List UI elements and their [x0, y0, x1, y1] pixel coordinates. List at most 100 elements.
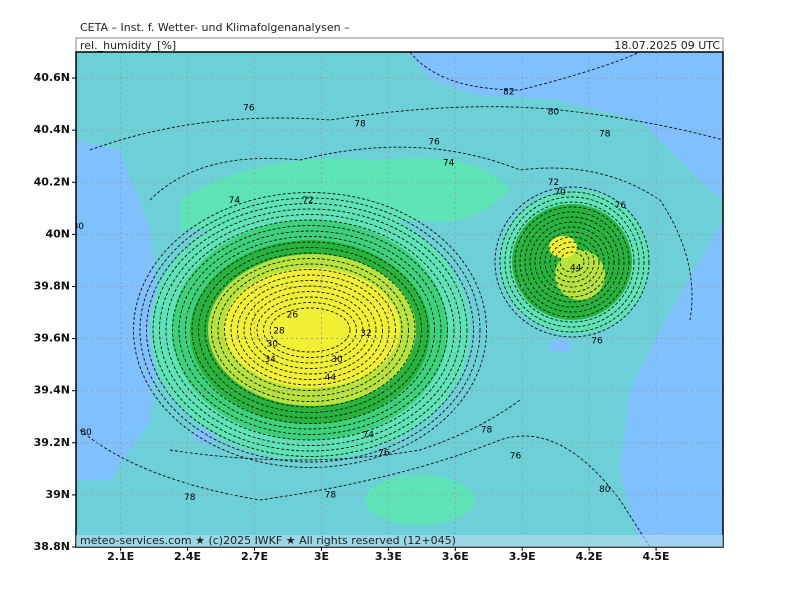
contour-line	[519, 211, 625, 313]
field-name: rel._humidity_[%]	[80, 39, 176, 52]
contour-label: 80	[599, 485, 611, 495]
contour-line	[152, 208, 468, 452]
contour-line	[185, 236, 435, 424]
contour-line	[499, 191, 645, 333]
contour-line	[224, 269, 396, 391]
contour-label: 78	[184, 493, 196, 503]
contour-line	[504, 196, 640, 328]
contour-line	[191, 241, 429, 419]
contour-line	[529, 221, 615, 303]
contour-label: 26	[287, 311, 299, 321]
contour-line	[133, 192, 487, 468]
contour-line	[146, 203, 474, 457]
sea-blue	[620, 220, 723, 547]
y-tick-label: 40N	[45, 227, 70, 240]
sea-blue	[410, 52, 723, 200]
y-tick-label: 39.2N	[34, 436, 70, 449]
contour-line	[544, 236, 600, 288]
contour-line	[217, 263, 403, 397]
contour-label: 72	[302, 196, 313, 206]
contour-label: 74	[363, 430, 375, 440]
contour-line	[178, 230, 442, 430]
x-tick-label: 3.3E	[375, 550, 402, 563]
contours	[79, 52, 723, 547]
contour-line	[169, 399, 521, 461]
contour-label: 30	[267, 339, 279, 349]
y-tick-label: 40.4N	[34, 123, 70, 136]
contour-label: 78	[599, 130, 611, 140]
contour-line	[539, 231, 605, 293]
contour-label: 76	[378, 449, 390, 459]
axes: 2.1E 2.4E 2.7E 3E 3.3E 3.6E 3.9E 4.2E 4.5E 38.8N 3…	[34, 71, 670, 563]
y-tick-label: 39.4N	[34, 384, 70, 397]
y-tick-label: 40.2N	[34, 175, 70, 188]
contour-label: 76	[615, 201, 627, 211]
y-tick-label: 38.8N	[34, 540, 70, 553]
contour-line	[534, 226, 610, 298]
x-tick-label: 3.6E	[442, 550, 469, 563]
contour-label: 44	[570, 264, 582, 274]
y-tick-label: 39N	[45, 488, 70, 501]
contour-label: 44	[325, 373, 337, 383]
x-tick-label: 2.7E	[241, 550, 268, 563]
x-tick-label: 4.5E	[643, 550, 670, 563]
contour-line	[172, 225, 448, 435]
contour-line	[509, 201, 635, 323]
contour-line	[263, 302, 357, 358]
contour-label: 82	[503, 88, 514, 98]
contour-line	[237, 280, 383, 380]
contour-line	[198, 247, 422, 413]
contour-line	[549, 241, 595, 283]
contour-label: 32	[360, 329, 371, 339]
x-tick-label: 2.4E	[174, 550, 201, 563]
contour-line	[211, 258, 409, 402]
contour-label: 28	[273, 326, 285, 336]
footer-bar	[76, 535, 723, 547]
sea-blue	[76, 140, 160, 480]
contour-line	[159, 214, 461, 446]
contour-label: 78	[354, 119, 366, 129]
y-tick-label: 40.6N	[34, 71, 70, 84]
contour-line	[494, 186, 650, 338]
contour-label: 72	[548, 178, 559, 188]
humidity-area	[224, 268, 400, 388]
contour-line	[524, 216, 620, 308]
contour-line	[559, 251, 585, 273]
contour-label: 80	[73, 222, 85, 232]
contour-label: 70	[554, 188, 566, 198]
footer: meteo-services.com ★ (c)2025 IWKF ★ All …	[80, 534, 456, 547]
y-tick-label: 39.6N	[34, 332, 70, 345]
y-tick-label: 39.8N	[34, 279, 70, 292]
contour-label: 76	[510, 451, 522, 461]
contour-label: 80	[548, 107, 560, 117]
contour-label: 76	[243, 104, 255, 114]
contour-label: 74	[443, 158, 455, 168]
institute: CETA – Inst. f. Wetter- und Klimafolgena…	[80, 21, 350, 34]
contour-label: 78	[325, 490, 337, 500]
moist-area	[365, 475, 475, 525]
x-tick-label: 3.9E	[509, 550, 536, 563]
sea-blue	[193, 429, 217, 443]
contour-label: 78	[481, 425, 493, 435]
sea-blue	[549, 339, 571, 353]
contour-label: 74	[229, 196, 241, 206]
contour-line	[269, 307, 351, 353]
contour-line	[204, 252, 416, 408]
contour-label: 76	[591, 337, 603, 347]
contour-line	[165, 219, 455, 441]
x-tick-label: 2.1E	[107, 550, 134, 563]
contour-line	[409, 52, 641, 91]
contour-line	[256, 296, 364, 364]
contour-line	[79, 429, 651, 547]
x-tick-label: 3E	[314, 550, 329, 563]
contour-line	[250, 291, 370, 369]
contour-line	[139, 197, 481, 463]
contour-line	[230, 274, 390, 386]
x-tick-label: 4.2E	[576, 550, 603, 563]
contour-line	[89, 106, 723, 151]
contour-line	[514, 206, 630, 318]
